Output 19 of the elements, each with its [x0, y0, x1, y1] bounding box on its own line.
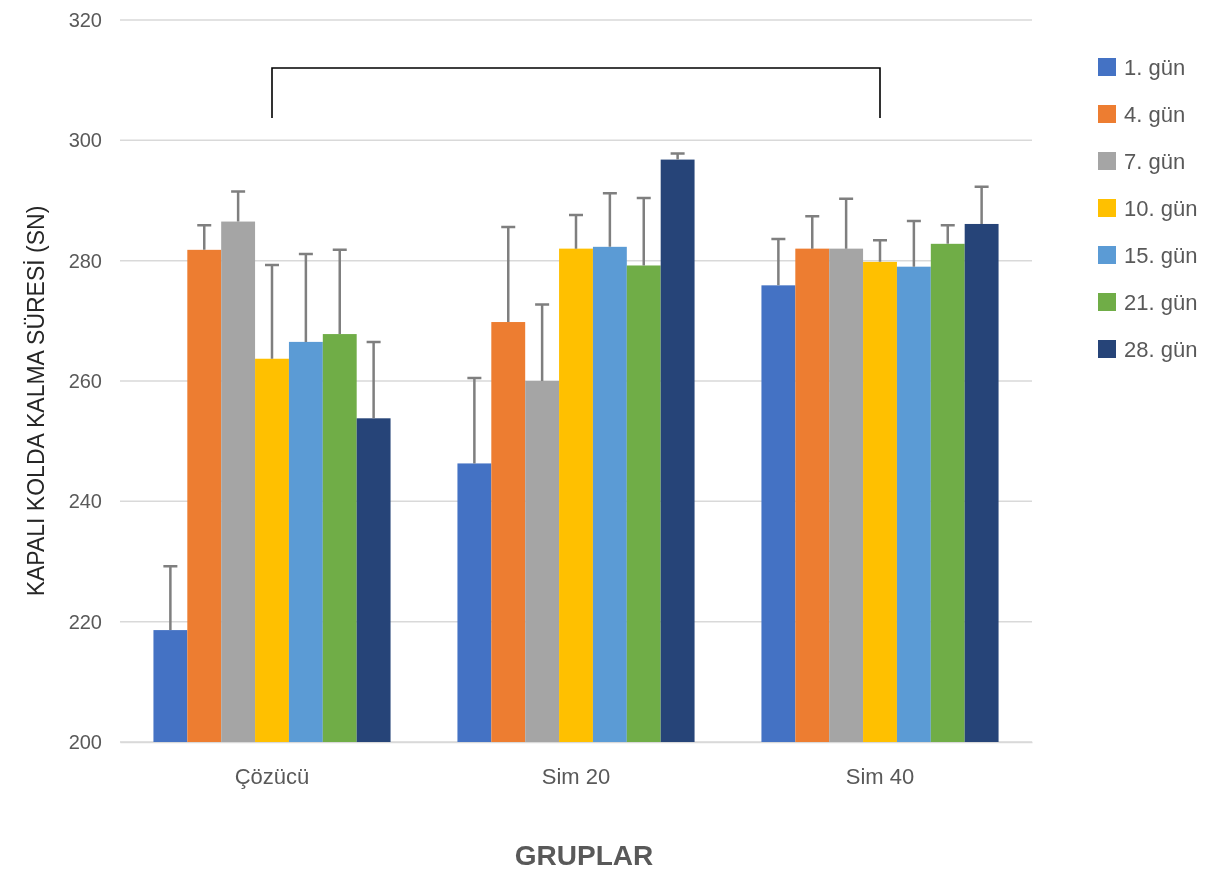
y-tick-label: 280	[68, 249, 102, 272]
legend-label: 7. gün	[1124, 149, 1186, 174]
legend-label: 15. gün	[1124, 243, 1198, 268]
legend-label: 21. gün	[1124, 290, 1198, 315]
x-axis-title: GRUPLAR	[514, 840, 654, 870]
legend-label: 1. gün	[1124, 55, 1186, 80]
y-tick-label: 220	[68, 610, 102, 633]
legend-label: 10. gün	[1124, 196, 1198, 221]
legend-label: 4. gün	[1124, 102, 1186, 127]
y-tick-label: 300	[68, 129, 102, 152]
x-tick-label: Sim 40	[845, 763, 915, 789]
y-tick-label: 320	[68, 8, 102, 31]
y-tick-label: 260	[68, 369, 102, 392]
x-tick-label: Sim 20	[541, 763, 611, 789]
legend-label: 28. gün	[1124, 337, 1198, 362]
y-axis-title: KAPALI KOLDA KALMA SÜRESİ (SN)	[23, 205, 49, 597]
x-tick-label: Çözücü	[234, 763, 310, 789]
y-tick-label: 200	[68, 730, 102, 753]
y-tick-label: 240	[68, 490, 102, 513]
